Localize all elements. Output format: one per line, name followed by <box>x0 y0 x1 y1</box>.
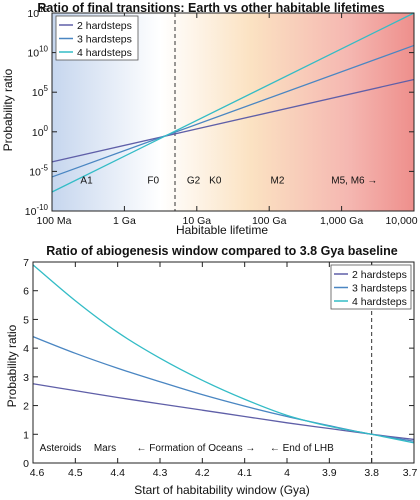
chart-2-axes: 4.6 4.5 4.4 4.3 4.2 4.1 4 3.9 3.8 3.7 0 1 2 3 4 5 6 7 <box>23 257 417 479</box>
chart-2-annotations: Asteroids Mars ← Formation of Oceans → ← En… <box>40 443 334 454</box>
chart-2-x-tick-label: 4.5 <box>68 467 83 479</box>
chart-2-y-tick-label: 3 <box>23 372 29 384</box>
chart-1-frame <box>51 12 415 212</box>
chart-1-annotation: A1 <box>80 175 93 186</box>
chart-2: Ratio of abiogenesis window compared to … <box>5 244 417 497</box>
chart-2-annotation: Mars <box>94 443 116 454</box>
chart-2-y-tick-label: 1 <box>23 429 29 441</box>
chart-2-annotation: Asteroids <box>40 443 82 454</box>
chart-2-series-line-4-hardsteps <box>32 264 415 444</box>
chart-2-x-tick-label: 4.2 <box>195 467 210 479</box>
chart-2-y-tick-label: 4 <box>23 343 29 355</box>
chart-1-y-axis-title: Probability ratio <box>1 68 15 151</box>
chart-1-x-tick-label: 1,000 Ga <box>320 215 363 227</box>
chart-2-title: Ratio of abiogenesis window compared to … <box>46 244 398 258</box>
chart-1-series-line-2-hardsteps <box>51 78 415 163</box>
chart-2-x-tick-label: 3.9 <box>322 467 337 479</box>
chart-1-x-tick-label: 1 Ga <box>113 215 136 227</box>
chart-1-y-tick-label: 10-10 <box>25 203 49 218</box>
chart-1-annotation: F0 <box>147 175 159 186</box>
chart-1-x-tick-label: 100 Ma <box>36 215 71 227</box>
chart-2-legend-label: 3 hardsteps <box>352 283 407 295</box>
chart-2-x-tick-label: 4.1 <box>237 467 252 479</box>
chart-1-annotation: M5, M6 → <box>331 175 377 186</box>
chart-1-x-tick-label: 10 Ga <box>182 215 211 227</box>
chart-1-title: Ratio of final transitions: Earth vs oth… <box>37 1 384 15</box>
chart-1-y-tick-label: 100 <box>32 124 49 139</box>
chart-1-y-tick-label: 1015 <box>27 5 48 20</box>
chart-1-legend-label: 3 hardsteps <box>77 34 132 46</box>
chart-2-annotation: ← End of LHB <box>270 443 334 454</box>
chart-1-annotations: A1 F0 G2 K0 M2 M5, M6 → <box>80 175 377 186</box>
chart-2-series-line-2-hardsteps <box>32 383 415 441</box>
chart-1-y-tick-label: 10-5 <box>29 163 48 178</box>
chart-1-x-tick-label: 10,000 Ga <box>385 215 420 227</box>
chart-2-x-tick-label: 3.7 <box>403 467 418 479</box>
chart-1-annotation: K0 <box>209 175 222 186</box>
chart-1-series-group <box>51 12 415 193</box>
chart-2-x-tick-label: 3.8 <box>364 467 379 479</box>
chart-2-legend-label: 2 hardsteps <box>352 269 407 281</box>
chart-2-x-axis-title: Start of habitability window (Gya) <box>134 483 309 497</box>
chart-1-annotation: G2 <box>187 175 201 186</box>
chart-2-y-tick-label: 2 <box>23 401 29 413</box>
chart-1-legend-label: 2 hardsteps <box>77 20 132 32</box>
chart-2-series-group <box>32 264 415 444</box>
chart-1-x-tick-label: 100 Ga <box>252 215 287 227</box>
chart-1-series-line-4-hardsteps <box>51 12 415 193</box>
chart-2-series-line-3-hardsteps <box>32 336 415 442</box>
chart-1-series-line-3-hardsteps <box>51 44 415 178</box>
chart-1-axes: 100 Ma 1 Ga 10 Ga 100 Ga 1,000 Ga 10,000 Ga 10… <box>25 5 420 227</box>
chart-2-x-tick-label: 4.6 <box>30 467 45 479</box>
chart-2-y-tick-label: 6 <box>23 286 29 298</box>
chart-1-y-tick-label: 105 <box>32 84 49 99</box>
chart-1-legend-label: 4 hardsteps <box>77 47 132 59</box>
chart-1-y-tick-label: 1010 <box>27 45 48 60</box>
chart-2-x-tick-label: 4.3 <box>153 467 168 479</box>
chart-2-x-tick-label: 4.4 <box>110 467 125 479</box>
chart-1: Ratio of final transitions: Earth vs oth… <box>1 1 420 237</box>
chart-2-y-tick-label: 5 <box>23 314 29 326</box>
chart-2-legend-label: 4 hardsteps <box>352 296 407 308</box>
chart-1-annotation: M2 <box>270 175 284 186</box>
chart-2-y-tick-label: 7 <box>23 257 29 269</box>
chart-2-y-axis-title: Probability ratio <box>5 324 19 407</box>
chart-1-x-axis-title: Habitable lifetime <box>176 223 268 237</box>
chart-2-annotation: ← Formation of Oceans → <box>137 443 256 454</box>
chart-2-frame <box>32 261 415 464</box>
chart-2-y-tick-label: 0 <box>23 458 29 470</box>
chart-2-x-tick-label: 4 <box>284 467 290 479</box>
